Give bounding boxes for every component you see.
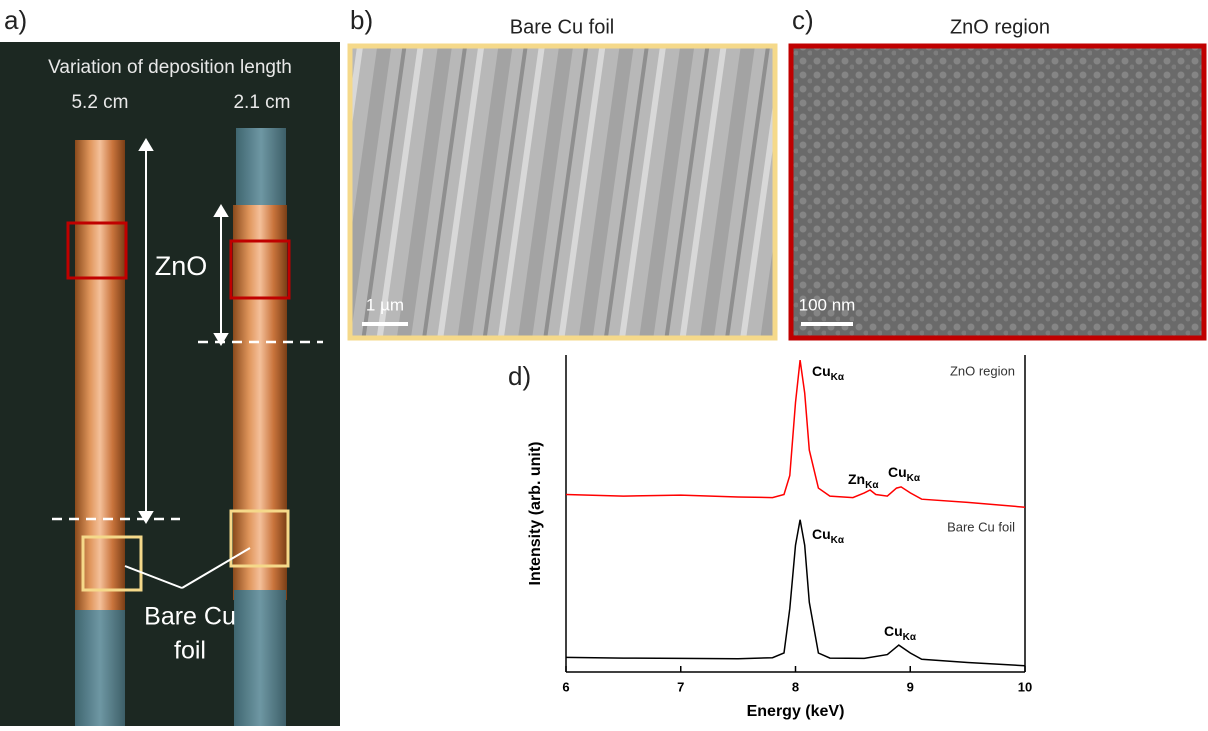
peak-label-main: Cu: [888, 464, 907, 480]
panel-title: Bare Cu foil: [510, 16, 615, 38]
peak-label: ZnKα: [848, 471, 879, 491]
peak-label: CuKα: [812, 363, 845, 383]
figure: a) Variation of deposition length 5.2 cm…: [0, 0, 1208, 726]
sem-image: [791, 46, 1204, 338]
series-label: ZnO region: [950, 363, 1015, 378]
panel-letter: b): [350, 5, 373, 35]
x-tick-label: 9: [907, 679, 914, 694]
scale-label: 1 µm: [366, 295, 404, 314]
sem-image: [350, 46, 775, 338]
length-label: 5.2 cm: [71, 92, 128, 113]
zno-label: ZnO: [155, 251, 208, 281]
length-label: 2.1 cm: [233, 92, 290, 113]
scale-label: 100 nm: [799, 295, 856, 314]
panel-letter: d): [508, 361, 531, 391]
peak-label-sub: Kα: [903, 632, 917, 643]
x-axis-label: Energy (keV): [747, 703, 845, 720]
x-tick-label: 6: [562, 679, 569, 694]
peak-label-main: Cu: [812, 526, 831, 542]
photo-title: Variation of deposition length: [48, 57, 292, 78]
tube: [236, 128, 286, 208]
peak-label: CuKα: [812, 526, 845, 546]
y-axis-label: Intensity (arb. unit): [527, 442, 544, 586]
spectrum: [566, 360, 1025, 507]
scale-bar: [801, 322, 853, 326]
peak-label-sub: Kα: [907, 473, 921, 484]
x-tick-label: 10: [1018, 679, 1032, 694]
peak-label-main: Cu: [884, 623, 903, 639]
peak-label-main: Zn: [848, 471, 865, 487]
peak-label: CuKα: [884, 623, 917, 643]
panel-letter: c): [792, 5, 814, 35]
spectrum: [566, 520, 1025, 666]
scale-bar: [362, 322, 408, 326]
peak-label-sub: Kα: [831, 372, 845, 383]
rod: [233, 205, 287, 600]
tube: [234, 590, 286, 726]
tube: [75, 610, 125, 726]
peak-label-sub: Kα: [865, 480, 879, 491]
peak-label: CuKα: [888, 464, 921, 484]
panel-letter: a): [4, 5, 27, 35]
series-label: Bare Cu foil: [947, 519, 1015, 534]
bare-label: foil: [174, 637, 206, 665]
x-tick-label: 8: [792, 679, 799, 694]
peak-label-main: Cu: [812, 363, 831, 379]
bare-label: Bare Cu: [144, 603, 236, 631]
panel-title: ZnO region: [950, 16, 1050, 38]
peak-label-sub: Kα: [831, 535, 845, 546]
x-tick-label: 7: [677, 679, 684, 694]
